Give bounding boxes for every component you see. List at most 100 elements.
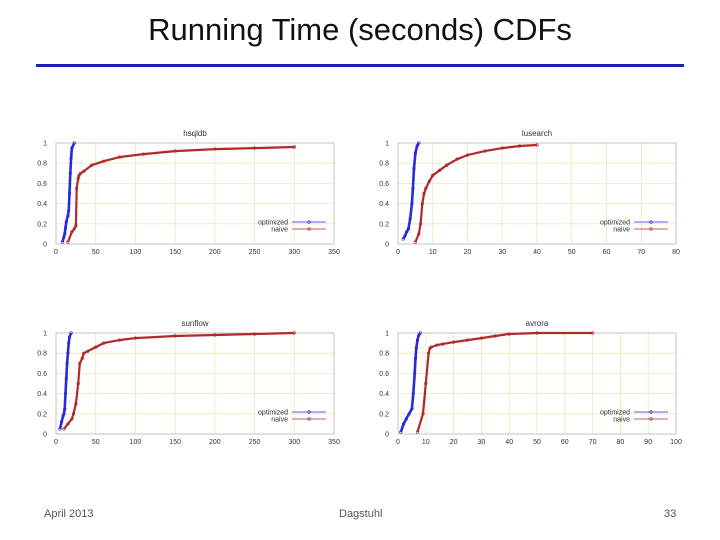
- series-line-naive: [414, 143, 538, 243]
- data-point-optimized: [63, 232, 67, 236]
- data-point-naive: [76, 176, 80, 180]
- data-point-optimized: [64, 376, 68, 381]
- x-tick-label: 0: [396, 249, 400, 256]
- data-point-naive: [435, 343, 439, 347]
- series-line-naive: [63, 331, 295, 430]
- data-point-optimized: [401, 237, 405, 241]
- data-point-naive: [451, 340, 456, 344]
- y-tick-label: 0: [385, 242, 389, 249]
- legend-label-naive: naive: [271, 227, 288, 234]
- data-point-naive: [78, 361, 82, 365]
- plot-frame: [55, 332, 335, 435]
- y-tick-label: 0.6: [379, 181, 389, 188]
- chart-svg: sunflow 0 0.2 0.4 0.6 0.8 1 0 50 100 150 200 250 300 3…: [37, 319, 340, 446]
- x-tick-label: 20: [464, 249, 472, 256]
- legend-label-optimized: optimized: [600, 220, 630, 227]
- data-point-optimized: [63, 391, 68, 396]
- data-point-naive: [133, 336, 138, 340]
- data-point-optimized: [63, 407, 67, 411]
- x-tick-label: 200: [209, 439, 221, 446]
- chart-sunflow: sunflow 0 0.2 0.4 0.6 0.8 1 0 50 100 150 200 250 300 3…: [30, 315, 340, 450]
- data-point-naive: [483, 149, 487, 153]
- x-tick-label: 90: [644, 439, 652, 446]
- data-point-optimized: [399, 430, 403, 434]
- x-tick-label: 70: [637, 249, 645, 256]
- data-point-naive: [424, 186, 428, 191]
- y-tick-label: 0.8: [37, 351, 47, 358]
- data-point-optimized: [401, 422, 406, 426]
- data-point-naive: [413, 240, 417, 244]
- y-tick-label: 1: [43, 141, 47, 148]
- data-point-naive: [427, 179, 431, 183]
- data-point-optimized: [66, 351, 70, 355]
- x-tick-label: 0: [54, 249, 58, 256]
- data-point-naive: [252, 146, 257, 150]
- data-point-optimized: [405, 230, 409, 234]
- data-point-naive: [535, 331, 539, 335]
- legend-label-optimized: optimized: [600, 410, 630, 417]
- data-point-naive: [75, 186, 79, 191]
- data-point-naive: [82, 351, 86, 355]
- legend-marker-naive: [307, 417, 311, 421]
- data-point-naive: [173, 334, 177, 338]
- y-tick-label: 1: [385, 141, 389, 148]
- data-point-optimized: [403, 234, 407, 238]
- data-point-naive: [141, 152, 145, 156]
- data-point-optimized: [413, 356, 418, 360]
- data-point-naive: [426, 351, 431, 355]
- data-point-naive: [421, 412, 425, 416]
- plot-frame: [55, 142, 335, 245]
- y-tick-label: 0.4: [37, 201, 47, 208]
- chart-svg: hsqldb 0 0.2 0.4 0.6 0.8 1 0 50 100 150 200 250 300 35…: [37, 129, 340, 256]
- y-tick-label: 0.4: [379, 201, 389, 208]
- x-tick-label: 50: [92, 439, 100, 446]
- data-point-naive: [493, 334, 497, 338]
- data-point-optimized: [63, 226, 68, 230]
- data-point-optimized: [412, 166, 416, 170]
- end-marker: ×: [292, 145, 296, 152]
- data-point-naive: [440, 342, 445, 346]
- data-point-naive: [102, 159, 106, 163]
- x-tick-label: 200: [209, 249, 221, 256]
- data-point-naive: [465, 153, 470, 157]
- y-tick-label: 0.6: [37, 181, 47, 188]
- data-point-optimized: [413, 371, 417, 376]
- data-point-naive: [438, 168, 442, 172]
- data-point-optimized: [60, 240, 64, 244]
- legend-marker-naive: [649, 417, 653, 421]
- data-point-optimized: [64, 220, 68, 224]
- y-tick-label: 0.6: [379, 371, 389, 378]
- x-tick-label: 250: [249, 249, 261, 256]
- data-point-naive: [292, 331, 296, 335]
- x-tick-label: 150: [169, 249, 181, 256]
- x-tick-label: 10: [422, 439, 430, 446]
- x-tick-label: 40: [533, 249, 541, 256]
- legend-label-optimized: optimized: [258, 220, 288, 227]
- data-point-optimized: [418, 331, 422, 335]
- data-point-naive: [422, 191, 426, 196]
- y-tick-label: 0.8: [37, 161, 47, 168]
- data-point-optimized: [413, 151, 417, 155]
- data-point-naive: [102, 341, 106, 345]
- data-point-optimized: [62, 235, 66, 239]
- data-point-optimized: [410, 407, 414, 411]
- y-tick-label: 0: [385, 432, 389, 439]
- x-tick-label: 0: [54, 439, 58, 446]
- x-tick-label: 150: [169, 439, 181, 446]
- x-tick-label: 350: [328, 439, 340, 446]
- data-point-naive: [445, 163, 449, 167]
- x-tick-label: 80: [617, 439, 625, 446]
- chart-title: hsqldb: [183, 129, 207, 138]
- x-tick-label: 50: [92, 249, 100, 256]
- y-tick-label: 0.2: [379, 411, 389, 418]
- x-tick-label: 60: [603, 249, 611, 256]
- data-point-optimized: [408, 217, 412, 221]
- data-point-naive: [420, 201, 424, 206]
- data-point-naive: [62, 427, 66, 431]
- x-tick-label: 300: [288, 439, 300, 446]
- data-point-optimized: [414, 346, 418, 350]
- legend-marker-naive: [649, 227, 653, 231]
- data-point-naive: [79, 171, 83, 175]
- legend-label-naive: naive: [271, 417, 288, 424]
